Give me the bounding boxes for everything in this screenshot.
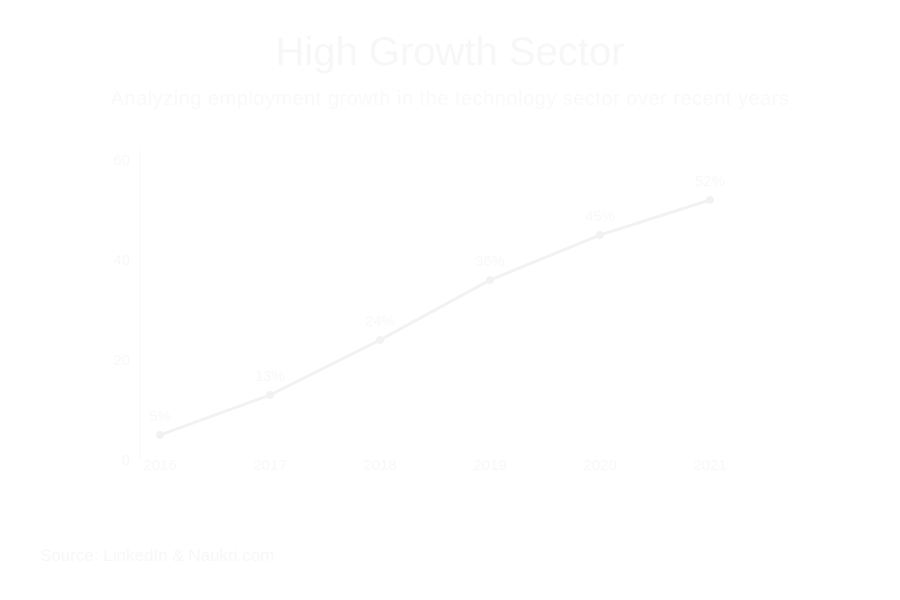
data-point: [596, 231, 604, 239]
data-point: [156, 431, 164, 439]
data-points: [156, 196, 714, 439]
data-labels: 5% 13% 24% 36% 45% 52%: [149, 173, 725, 425]
data-label: 52%: [695, 173, 725, 190]
series-line-group: [158, 198, 712, 437]
source-note: Source: LinkedIn & Naukri.com: [40, 546, 275, 565]
y-tick-label: 60: [113, 152, 130, 169]
chart-title: High Growth Sector: [275, 30, 625, 74]
x-tick-label: 2019: [473, 457, 506, 474]
data-label: 45%: [585, 208, 615, 225]
x-tick-label: 2020: [583, 457, 616, 474]
data-label: 5%: [149, 408, 171, 425]
y-tick-label: 0: [122, 452, 130, 469]
data-point: [706, 196, 714, 204]
data-label: 13%: [255, 368, 285, 385]
data-point: [266, 391, 274, 399]
chart-subtitle: Analyzing employment growth in the techn…: [110, 88, 790, 110]
x-tick-label: 2021: [693, 457, 726, 474]
x-tick-label: 2016: [143, 457, 176, 474]
data-point: [486, 276, 494, 284]
data-point: [376, 336, 384, 344]
y-tick-label: 20: [113, 352, 130, 369]
data-label: 36%: [475, 253, 505, 270]
x-tick-label: 2017: [253, 457, 286, 474]
data-label: 24%: [365, 313, 395, 330]
x-tick-label: 2018: [363, 457, 396, 474]
series-line: [158, 198, 712, 437]
y-tick-label: 40: [113, 252, 130, 269]
axes: 0 20 40 60 2016 2017 2018 2019 2020 2021: [113, 150, 727, 474]
